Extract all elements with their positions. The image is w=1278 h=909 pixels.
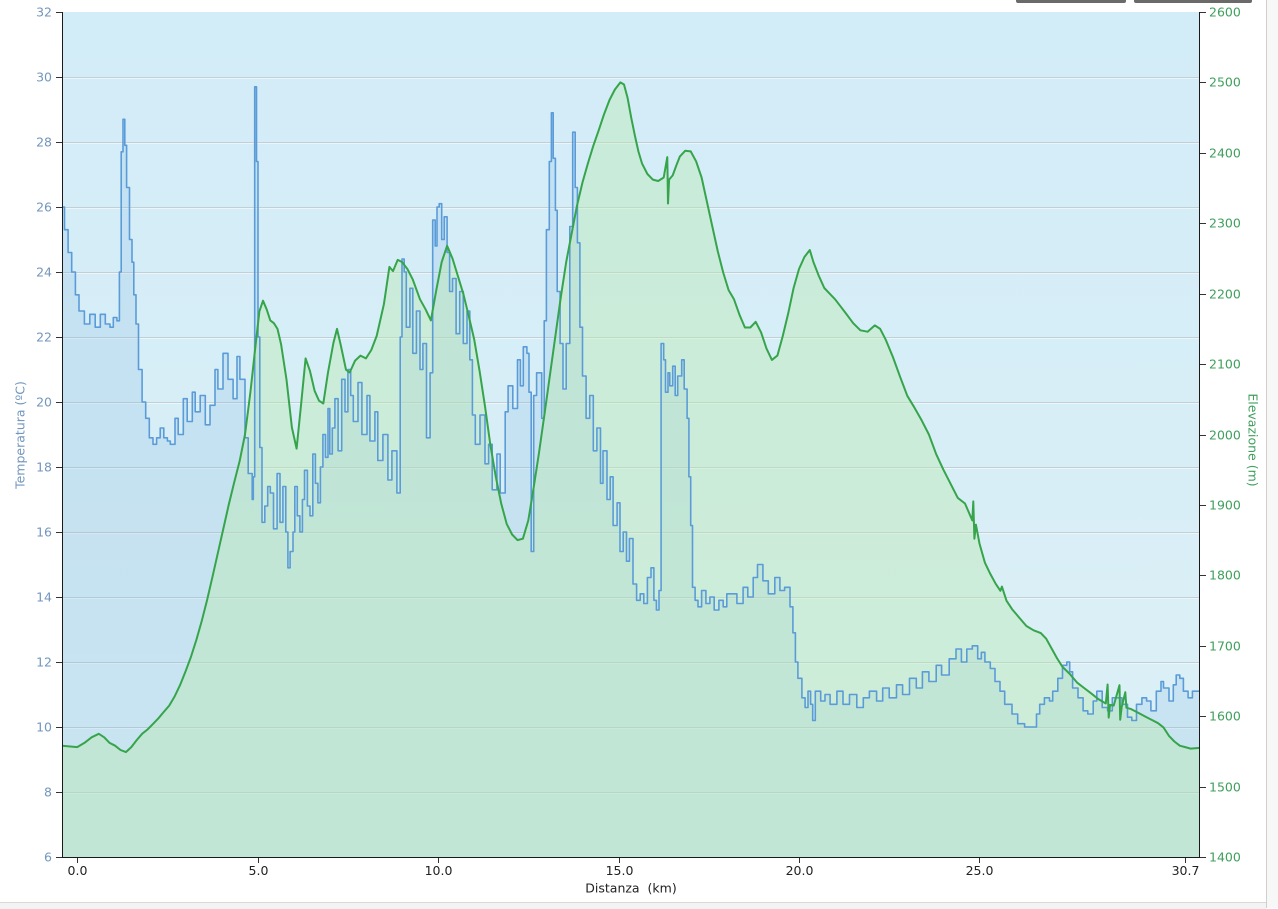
- y-right-tick-label: 1900: [1209, 498, 1241, 513]
- plot-background: [62, 12, 1200, 857]
- temperatura-area-fill: [62, 86, 1200, 857]
- x-tick-label: 10.0: [425, 863, 453, 878]
- y-left-tick-label: 28: [36, 135, 52, 150]
- y-left-tick-label: 14: [36, 590, 52, 605]
- x-axis-title-distance: Distanza (km): [585, 880, 677, 896]
- y-left-tick-label: 10: [36, 720, 52, 735]
- y-right-tick-label: 1800: [1209, 568, 1241, 583]
- y-right-tick-label: 2300: [1209, 216, 1241, 231]
- y-right-tick-label: 2600: [1209, 5, 1241, 20]
- y-left-tick-label: 32: [36, 5, 52, 20]
- y-left-tick-label: 20: [36, 395, 52, 410]
- temperatura-line: [62, 86, 1200, 728]
- y-right-tick-label: 1700: [1209, 639, 1241, 654]
- y-axis-title-elevation: Elevazione (m): [1245, 393, 1261, 487]
- y-right-tick-label: 2400: [1209, 146, 1241, 161]
- y-right-tick-label: 2200: [1209, 287, 1241, 302]
- y-right-tick-label: 1600: [1209, 709, 1241, 724]
- y-left-tick-label: 18: [36, 460, 52, 475]
- y-left-tick-label: 6: [44, 850, 52, 865]
- y-left-tick-label: 30: [36, 70, 52, 85]
- y-axis-title-temperature: Temperatura (ºC): [12, 381, 28, 489]
- axes: 6 8 10 12 14 16 18 20 22 24 26 28 30 32 1400 1500 1600 17…: [36, 5, 1241, 879]
- x-tick-label: 20.0: [786, 863, 814, 878]
- x-tick-label: 25.0: [966, 863, 994, 878]
- toolbar-button-partial-2[interactable]: [1134, 0, 1252, 3]
- y-left-tick-label: 22: [36, 330, 52, 345]
- series-layer: [62, 81, 1200, 857]
- y-right-tick-label: 2100: [1209, 357, 1241, 372]
- elevazione-line: [62, 81, 1200, 754]
- x-tick-label: 30.7: [1172, 863, 1200, 878]
- gridlines: [63, 77, 1199, 794]
- elevazione-area-fill: [62, 82, 1200, 857]
- toolbar-button-partial-1[interactable]: [1016, 0, 1126, 3]
- y-left-tick-label: 24: [36, 265, 52, 280]
- y-left-tick-label: 16: [36, 525, 52, 540]
- x-tick-label: 5.0: [249, 863, 269, 878]
- y-right-tick-label: 1400: [1209, 850, 1241, 865]
- y-left-tick-label: 26: [36, 200, 52, 215]
- y-right-tick-label: 2000: [1209, 428, 1241, 443]
- y-right-tick-label: 2500: [1209, 75, 1241, 90]
- y-left-tick-label: 8: [44, 785, 52, 800]
- bottom-panel-edge: [0, 902, 1266, 909]
- x-tick-label: 0.0: [68, 863, 88, 878]
- x-tick-label: 15.0: [606, 863, 634, 878]
- y-right-tick-label: 1500: [1209, 780, 1241, 795]
- right-panel-edge: [1266, 0, 1278, 908]
- y-left-tick-label: 12: [36, 655, 52, 670]
